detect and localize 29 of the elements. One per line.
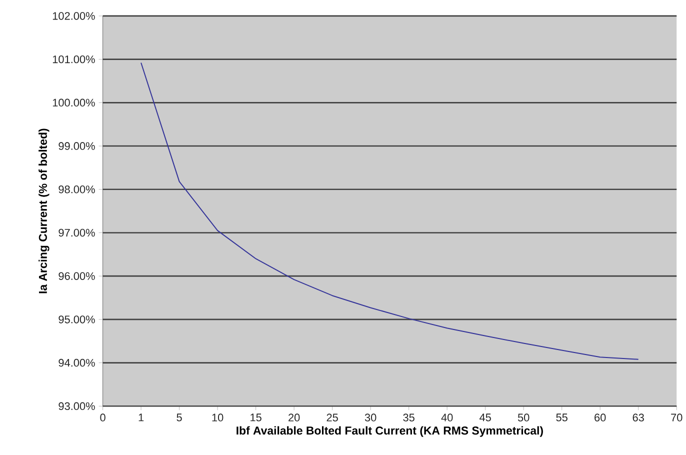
x-tick-label: 25 bbox=[326, 414, 338, 422]
y-tick-label: 93.00% bbox=[58, 402, 95, 410]
x-tick-label: 60 bbox=[594, 414, 606, 422]
x-tick-label: 20 bbox=[288, 414, 300, 422]
y-tick-label: 100.00% bbox=[52, 98, 95, 107]
x-tick-label: 50 bbox=[518, 414, 530, 422]
x-tick-label: 40 bbox=[441, 414, 453, 422]
y-tick-label: 94.00% bbox=[58, 358, 95, 367]
x-tick-label: 10 bbox=[212, 414, 224, 422]
y-tick-label: 95.00% bbox=[58, 316, 95, 324]
line-series bbox=[140, 62, 639, 360]
y-tick-label: 97.00% bbox=[58, 228, 95, 237]
y-tick-label: 99.00% bbox=[58, 142, 95, 150]
x-tick-label: 55 bbox=[556, 414, 568, 422]
x-tick-label: 35 bbox=[403, 414, 414, 422]
x-tick-label: 45 bbox=[480, 414, 491, 422]
y-tick-label: 96.00% bbox=[58, 272, 95, 280]
x-tick-label: 15 bbox=[250, 414, 262, 422]
x-tick-label: 30 bbox=[364, 414, 376, 422]
x-tick-label: 1 bbox=[138, 414, 144, 422]
y-tick-label: 98.00% bbox=[58, 186, 95, 194]
x-axis-title: Ibf Available Bolted Fault Current (KA RMS Symmetrical) bbox=[236, 426, 543, 437]
x-tick-label: 0 bbox=[100, 414, 106, 422]
x-tick-label: 63 bbox=[632, 414, 644, 422]
y-tick-label: 101.00% bbox=[52, 55, 95, 64]
x-tick-label: 70 bbox=[671, 414, 682, 422]
x-tick-label: 5 bbox=[176, 414, 182, 422]
y-axis-title: Ia Arcing Current (% of bolted) bbox=[38, 128, 50, 294]
y-tick-label: 102.00% bbox=[52, 12, 95, 20]
